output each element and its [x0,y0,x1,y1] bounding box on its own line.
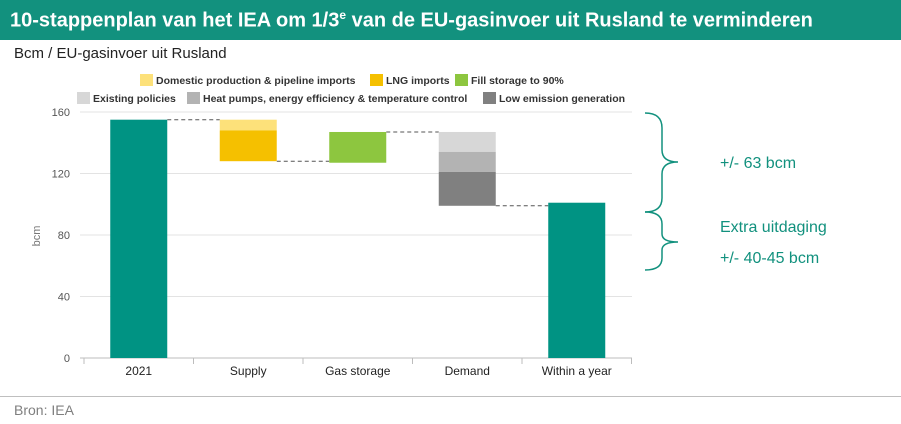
bar-domestic [219,119,277,131]
bar-existing [438,131,496,152]
x-category-label: Supply [230,364,267,378]
chart-title: 10-stappenplan van het IEA om 1/3e van d… [10,8,813,32]
bar-teal [110,119,168,358]
annotation-braces [644,112,679,271]
x-category-label: Gas storage [325,364,391,378]
brace-lower [644,211,679,271]
gridlines [80,111,632,364]
x-category-label: Demand [445,364,490,378]
source-divider [0,396,901,397]
legend: Domestic production & pipeline imports LN… [77,74,625,105]
x-category-label: 2021 [125,364,152,378]
legend-label-lng: LNG imports [386,75,450,87]
bar-teal [548,202,606,358]
legend-swatch-storage [455,74,468,86]
legend-swatch-existing [77,92,90,104]
legend-label-lowemission: Low emission generation [499,93,625,105]
waterfall-chart: Domestic production & pipeline imports LN… [31,74,827,378]
bar-storage [329,131,387,163]
y-tick-label: 0 [64,353,70,365]
legend-label-existing: Existing policies [93,93,176,105]
annotation-extra-value: +/- 40-45 bcm [720,250,819,267]
bar-heat [438,151,496,172]
y-axis-ticks: 0 40 80 120 160 [52,107,70,365]
x-axis-categories: 2021 Supply Gas storage Demand Within a year [125,364,611,378]
legend-swatch-domestic [140,74,153,86]
y-tick-label: 80 [58,230,70,242]
legend-swatch-lowemission [483,92,496,104]
y-tick-label: 40 [58,292,70,304]
y-axis-title: bcm [31,226,43,247]
bars [110,119,606,358]
legend-label-heat: Heat pumps, energy efficiency & temperat… [203,93,467,105]
legend-label-domestic: Domestic production & pipeline imports [156,75,356,87]
y-tick-label: 160 [52,107,70,119]
y-tick-label: 120 [52,169,70,181]
x-category-label: Within a year [542,364,612,378]
legend-swatch-lng [370,74,383,86]
legend-swatch-heat [187,92,200,104]
legend-label-storage: Fill storage to 90% [471,75,564,87]
brace-upper [644,112,679,213]
source-note: Bron: IEA [14,402,74,418]
connector-lines [167,119,549,207]
bar-lng [219,130,277,162]
title-bar: 10-stappenplan van het IEA om 1/3e van d… [0,0,901,40]
bar-lowemission [438,171,496,206]
annotation-reduction: +/- 63 bcm [720,155,796,172]
annotation-extra-title: Extra uitdaging [720,219,827,236]
chart-subtitle: Bcm / EU-gasinvoer uit Rusland [14,45,227,62]
